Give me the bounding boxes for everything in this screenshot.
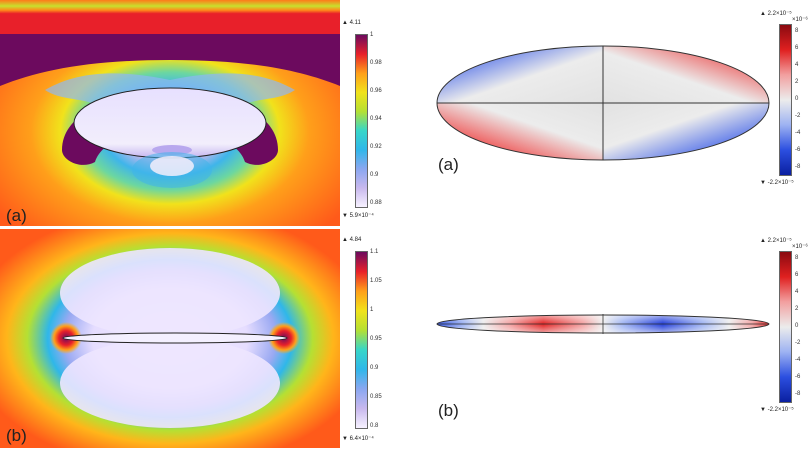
colorbar-exponent: ×10⁻⁶ (792, 244, 808, 250)
colorbar-strip (355, 251, 368, 429)
colorbar-tick: 0.96 (370, 88, 382, 94)
colorbar-tick: 0.8 (370, 423, 379, 429)
colorbar-tick: 0.85 (370, 394, 382, 400)
quadrant-top-right (603, 46, 769, 103)
upper-lobe (60, 248, 280, 338)
colorbar-max: ▲ 4.84 (342, 237, 362, 243)
colorbar-top-left: ▲ 4.11 1 0.98 0.96 0.94 0.92 0.9 0.88 ▼ … (340, 0, 400, 226)
colorbar-strip (779, 24, 792, 176)
colorbar-tick: -2 (795, 113, 801, 119)
lower-lobe (60, 338, 280, 428)
colorbar-tick: 0.95 (370, 336, 382, 342)
colorbar-tick: 2 (795, 79, 799, 85)
colorbar-tick: 4 (795, 289, 799, 295)
stress-plot-bottom-right: (b) (420, 229, 780, 448)
colorbar-tick: -4 (795, 130, 801, 136)
colorbar-min: ▼ 6.4×10⁻⁴ (342, 436, 374, 442)
colorbar-tick: 0.98 (370, 60, 382, 66)
colorbar-max: ▲ 4.11 (342, 20, 361, 26)
colorbar-strip (779, 251, 792, 403)
colorbar-bottom-left: ▲ 4.84 1.1 1.05 1 0.95 0.9 0.85 0.8 ▼ 6.… (340, 229, 400, 448)
colorbar-min: ▼ 5.9×10⁻⁴ (342, 213, 374, 219)
purple-band (0, 34, 340, 86)
crack-inclusion (62, 332, 288, 344)
colorbar-exponent: ×10⁻⁶ (792, 17, 808, 23)
field-plot-top-left: (a) (0, 0, 340, 226)
quadrant-bottom-left (437, 103, 603, 160)
colorbar-tick: 8 (795, 28, 799, 34)
colorbar-tick: 1 (370, 32, 374, 38)
colorbar-max: ▲ 2.2×10⁻⁵ (760, 11, 792, 17)
colorbar-strip (355, 34, 368, 208)
colorbar-tick: 0 (795, 96, 799, 102)
colorbar-min: ▼ -2.2×10⁻⁵ (760, 180, 794, 186)
ellipse-bottom-spot (152, 145, 192, 155)
colorbar-bottom-right: ▲ 2.2×10⁻⁵ ×10⁻⁶ 8 6 4 2 0 -2 -4 -6 -8 ▼… (760, 229, 811, 448)
field-plot-bottom-left: (b) (0, 229, 340, 448)
panel-label-right-b: (b) (438, 401, 459, 420)
field-top-band (0, 0, 340, 34)
colorbar-tick: 1.05 (370, 278, 382, 284)
colorbar-tick: 1.1 (370, 249, 379, 255)
colorbar-min: ▼ -2.2×10⁻⁵ (760, 407, 794, 413)
stress-plot-bottom-right-svg (436, 314, 770, 334)
colorbar-tick: 0.9 (370, 365, 379, 371)
quadrant-bottom-right (603, 103, 769, 160)
colorbar-tick: 0.94 (370, 116, 382, 122)
colorbar-tick: 4 (795, 62, 799, 68)
colorbar-tick: -8 (795, 391, 801, 397)
colorbar-tick: 6 (795, 45, 799, 51)
colorbar-tick: 2 (795, 306, 799, 312)
colorbar-tick: -6 (795, 374, 801, 380)
colorbar-tick: 1 (370, 307, 374, 313)
colorbar-top-right: ▲ 2.2×10⁻⁵ ×10⁻⁶ 8 6 4 2 0 -2 -4 -6 -8 ▼… (760, 0, 811, 226)
colorbar-max: ▲ 2.2×10⁻⁵ (760, 238, 792, 244)
quadrant-top-left (437, 46, 603, 103)
colorbar-tick: 8 (795, 255, 799, 261)
colorbar-tick: -8 (795, 164, 801, 170)
stress-plot-top-right-svg (436, 45, 770, 161)
field-plot-top-left-svg (0, 0, 340, 226)
colorbar-tick: -6 (795, 147, 801, 153)
field-plot-bottom-left-svg (0, 229, 340, 448)
colorbar-tick: 6 (795, 272, 799, 278)
panel-label-right-a: (a) (438, 155, 459, 174)
lower-white-lobe (150, 156, 194, 176)
colorbar-tick: 0.9 (370, 172, 379, 178)
stress-plot-top-right: (a) (420, 0, 780, 226)
panel-label-left-b: (b) (6, 426, 27, 445)
colorbar-tick: -4 (795, 357, 801, 363)
colorbar-tick: 0 (795, 323, 799, 329)
colorbar-tick: 0.88 (370, 200, 382, 206)
colorbar-tick: -2 (795, 340, 801, 346)
colorbar-tick: 0.92 (370, 144, 382, 150)
panel-label-left-a: (a) (6, 206, 27, 225)
